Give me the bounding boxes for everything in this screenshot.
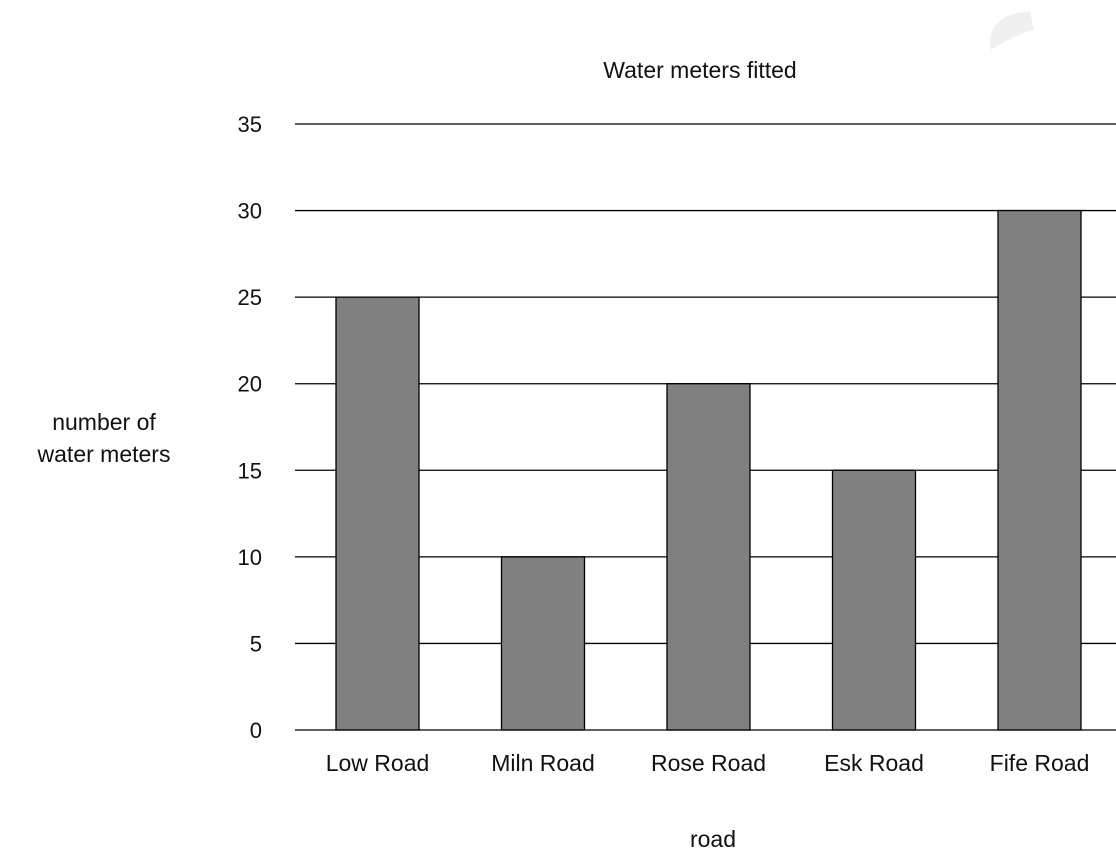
y-tick-label: 35 [238, 112, 262, 137]
x-category-label: Fife Road [990, 750, 1090, 776]
y-axis-label-line-1: number of [52, 409, 156, 435]
decorative-corner-mark [990, 12, 1034, 50]
y-tick-label: 5 [250, 631, 262, 656]
bar-fife-road [998, 211, 1081, 730]
bar-low-road [336, 297, 419, 730]
x-category-label: Rose Road [651, 750, 766, 776]
y-tick-labels: 0 5 10 15 20 25 30 35 [238, 112, 262, 743]
y-tick-label: 25 [238, 285, 262, 310]
chart-title: Water meters fitted [603, 57, 796, 83]
y-tick-label: 10 [238, 545, 262, 570]
x-category-label: Low Road [326, 750, 430, 776]
x-category-label: Esk Road [824, 750, 924, 776]
bar-miln-road [502, 557, 585, 730]
x-axis-label: road [690, 826, 736, 852]
y-tick-label: 0 [250, 718, 262, 743]
x-category-label: Miln Road [491, 750, 595, 776]
y-tick-label: 30 [238, 199, 262, 224]
x-category-labels: Low Road Miln Road Rose Road Esk Road Fife R… [326, 750, 1090, 776]
bar-rose-road [667, 384, 750, 730]
y-tick-label: 20 [238, 372, 262, 397]
y-axis-label-line-2: water meters [37, 441, 171, 467]
y-tick-label: 15 [238, 458, 262, 483]
bar-esk-road [833, 470, 916, 730]
